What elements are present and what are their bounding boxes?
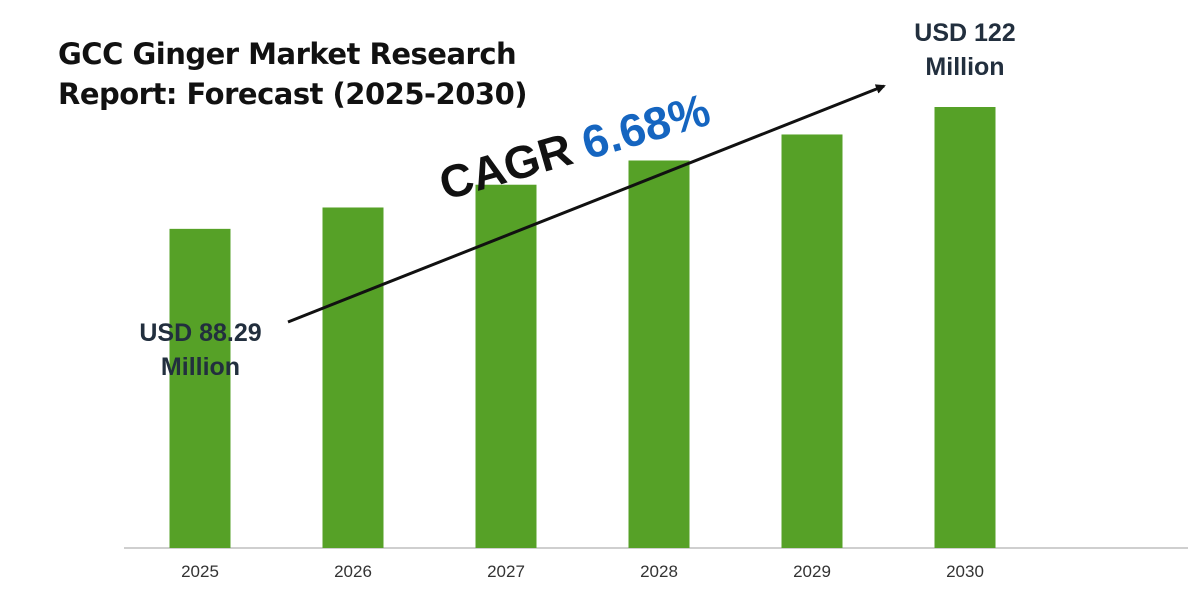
start-value-line-2: Million bbox=[160, 353, 241, 381]
end-value-callout: USD 122 Million bbox=[880, 16, 1050, 84]
chart-title-line-2: Report: Forecast (2025-2030) bbox=[58, 77, 528, 111]
start-value-callout: USD 88.29 Million bbox=[118, 316, 283, 384]
cagr-arrow bbox=[287, 84, 886, 324]
x-tick-label-2028: 2028 bbox=[640, 562, 678, 581]
bar-2027 bbox=[475, 184, 537, 548]
start-value-line-1: USD 88.29 bbox=[139, 319, 262, 347]
x-tick-label-2026: 2026 bbox=[334, 562, 372, 581]
bar-2030 bbox=[934, 107, 996, 548]
x-tick-label-2025: 2025 bbox=[181, 562, 219, 581]
bar-2028 bbox=[628, 160, 690, 549]
end-value-line-1: USD 122 bbox=[914, 19, 1016, 47]
x-tick-label-2027: 2027 bbox=[487, 562, 525, 581]
chart-title-line-1: GCC Ginger Market Research bbox=[58, 37, 517, 71]
bar-2026 bbox=[322, 207, 384, 548]
bar-2029 bbox=[781, 134, 843, 548]
end-value-line-2: Million bbox=[925, 53, 1005, 81]
x-tick-label-2029: 2029 bbox=[793, 562, 831, 581]
bar-2025 bbox=[169, 228, 231, 548]
x-tick-label-2030: 2030 bbox=[946, 562, 984, 581]
chart-title: GCC Ginger Market Research Report: Forec… bbox=[58, 34, 528, 114]
